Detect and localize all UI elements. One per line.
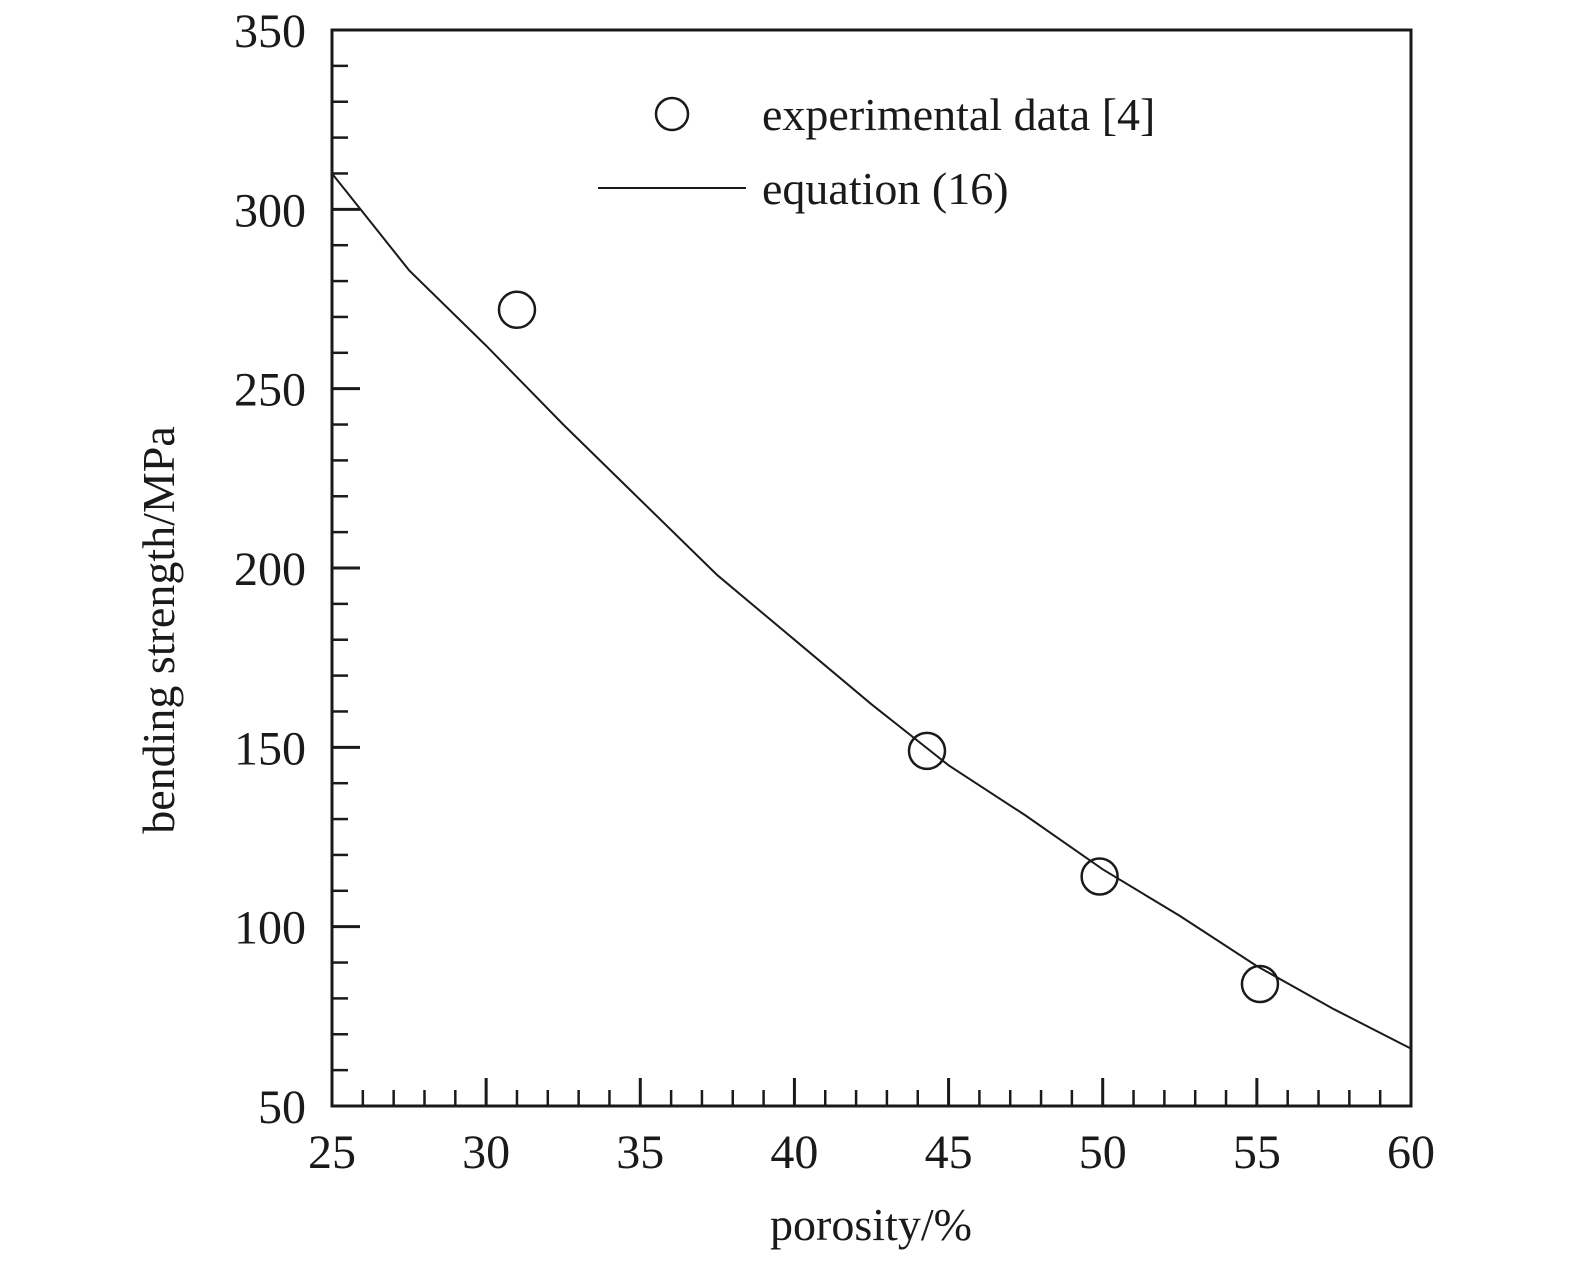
data-point — [907, 731, 947, 771]
x-tick-label: 35 — [616, 1126, 664, 1179]
data-point — [497, 290, 537, 330]
legend-label: experimental data [4] — [762, 89, 1155, 140]
equation-curve — [331, 172, 1412, 1050]
y-tick-label: 100 — [234, 902, 306, 955]
y-tick-label: 300 — [234, 184, 306, 237]
y-tick-label: 50 — [258, 1081, 306, 1134]
x-tick-label: 25 — [308, 1126, 356, 1179]
series-layer — [331, 172, 1412, 1050]
data-point — [1240, 964, 1280, 1004]
x-tick-label: 55 — [1233, 1126, 1281, 1179]
x-tick-label: 45 — [925, 1126, 973, 1179]
x-axis-title: porosity/% — [770, 1199, 972, 1250]
legend-label: equation (16) — [762, 163, 1009, 214]
y-tick-label: 200 — [234, 543, 306, 596]
x-tick-label: 30 — [462, 1126, 510, 1179]
y-tick-label: 150 — [234, 722, 306, 775]
legend: experimental data [4] equation (16) — [598, 89, 1155, 214]
y-tick-label: 350 — [234, 5, 306, 58]
x-axis: 25 30 35 40 45 50 55 60 — [308, 1078, 1435, 1179]
x-tick-label: 50 — [1079, 1126, 1127, 1179]
data-point — [1080, 857, 1119, 896]
legend-marker-circle — [654, 96, 690, 132]
y-axis: 50 100 150 200 250 300 350 — [234, 5, 360, 1134]
x-tick-label: 40 — [770, 1126, 818, 1179]
y-tick-label: 250 — [234, 364, 306, 417]
x-tick-label: 60 — [1387, 1126, 1435, 1179]
y-axis-title: bending strength/MPa — [133, 426, 184, 834]
